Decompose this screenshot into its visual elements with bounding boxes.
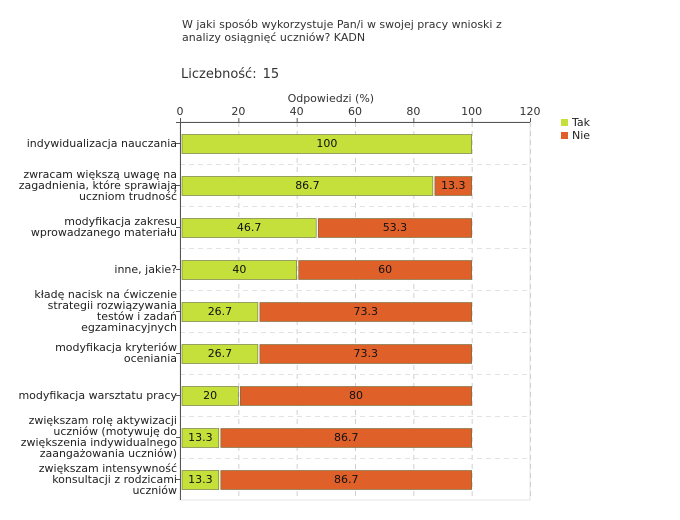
bar-tak-0 — [181, 134, 472, 154]
legend-item-tak: Tak — [561, 116, 590, 129]
data-label-tak-6: 20 — [203, 389, 217, 402]
tick-label-x-60: 60 — [348, 105, 362, 118]
category-label-3-line-0: inne, jakie? — [114, 263, 177, 276]
data-label-nie-6: 80 — [349, 389, 363, 402]
bar-nie-6 — [240, 386, 472, 406]
tick-label-x-80: 80 — [406, 105, 420, 118]
x-axis-title: Odpowiedzi (%) — [288, 92, 375, 105]
category-label-8-line-2: uczniów — [132, 484, 177, 497]
data-label-tak-7: 13.3 — [188, 431, 213, 444]
legend-swatch-tak — [561, 119, 568, 126]
chart-legend: Tak Nie — [561, 116, 590, 142]
category-label-4-line-3: egzaminacyjnych — [81, 321, 177, 334]
bar-nie-8 — [220, 470, 472, 490]
category-label-2: modyfikacja zakresu wprowadzanego materia… — [10, 216, 177, 238]
bar-tak-2 — [181, 218, 317, 238]
data-label-tak-8: 13.3 — [188, 473, 213, 486]
category-label-3: inne, jakie? — [10, 264, 177, 275]
category-label-4-line-1: strategii rozwiązywania — [47, 299, 177, 312]
chart-title-line-2: analizy osiągnięć uczniów? KADN — [182, 31, 366, 44]
data-label-tak-0: 100 — [316, 137, 337, 150]
legend-label-nie: Nie — [572, 129, 591, 142]
data-label-tak-1: 86.7 — [295, 179, 320, 192]
category-label-7-line-1: uczniów (motywuję do — [53, 425, 177, 438]
category-label-2-line-0: modyfikacja zakresu — [64, 215, 177, 228]
sample-size-value: 15 — [262, 67, 280, 82]
tick-label-x-40: 40 — [290, 105, 304, 118]
chart-title: W jaki sposób wykorzystuje Pan/i w swoje… — [182, 18, 562, 44]
category-label-5: modyfikacja kryteriów oceniania — [10, 342, 177, 364]
category-label-7-line-3: zaangażowania uczniów) — [39, 447, 177, 460]
category-label-1-line-0: zwracam większą uwagę na — [23, 168, 177, 181]
category-label-5-line-1: oceniania — [123, 352, 177, 365]
bar-nie-3 — [298, 260, 472, 280]
category-label-1: zwracam większą uwagę na zagadnienia, któ… — [10, 169, 177, 202]
tick-label-x-120: 120 — [520, 105, 541, 118]
bar-nie-5 — [259, 344, 472, 364]
data-label-tak-3: 40 — [232, 263, 246, 276]
category-label-8-line-1: konsultacji z rodzicami — [52, 473, 177, 486]
data-label-nie-4: 73.3 — [354, 305, 379, 318]
category-label-2-line-1: wprowadzanego materiału — [30, 226, 177, 239]
data-label-nie-5: 73.3 — [354, 347, 379, 360]
bar-tak-3 — [181, 260, 297, 280]
bar-nie-2 — [317, 218, 472, 238]
category-label-7: zwiększam rolę aktywizacji uczniów (motyw… — [10, 415, 177, 459]
sample-size-label: Liczebność: — [181, 67, 257, 82]
legend-label-tak: Tak — [572, 116, 591, 129]
bar-tak-8 — [181, 470, 220, 490]
category-label-8-line-0: zwiększam intensywność — [38, 462, 177, 475]
bar-nie-7 — [220, 428, 472, 448]
bar-tak-7 — [181, 428, 220, 448]
category-label-1-line-2: uczniom trudność — [78, 190, 177, 203]
category-label-1-line-1: zagadnienia, które sprawiają — [18, 179, 177, 192]
category-label-4: kładę nacisk na ćwiczenie strategii rozwi… — [10, 289, 177, 333]
tick-label-x-100: 100 — [461, 105, 482, 118]
data-label-nie-2: 53.3 — [383, 221, 408, 234]
category-label-6: modyfikacja warsztatu pracy — [10, 390, 177, 401]
data-label-tak-4: 26.7 — [208, 305, 233, 318]
bar-nie-4 — [259, 302, 472, 322]
data-label-tak-2: 46.7 — [237, 221, 262, 234]
tick-label-x-20: 20 — [231, 105, 245, 118]
data-label-nie-1: 13.3 — [441, 179, 466, 192]
category-label-4-line-0: kładę nacisk na ćwiczenie — [34, 288, 177, 301]
sample-size: Liczebność: 15 — [181, 67, 279, 82]
bar-tak-5 — [181, 344, 259, 364]
bar-tak-1 — [181, 176, 434, 196]
bar-tak-6 — [181, 386, 239, 406]
category-label-8: zwiększam intensywność konsultacji z rodz… — [10, 463, 177, 496]
legend-swatch-nie — [561, 132, 568, 139]
tick-label-x-0: 0 — [177, 105, 184, 118]
bar-tak-4 — [181, 302, 259, 322]
category-label-5-line-0: modyfikacja kryteriów — [55, 341, 177, 354]
category-label-6-line-0: modyfikacja warsztatu pracy — [18, 389, 177, 402]
category-label-0-line-0: indywidualizacja nauczania — [26, 137, 177, 150]
category-label-7-line-2: zwiększenia indywidualnego — [20, 436, 177, 449]
bar-nie-1 — [434, 176, 472, 196]
data-label-tak-5: 26.7 — [208, 347, 233, 360]
category-label-7-line-0: zwiększam rolę aktywizacji — [28, 414, 177, 427]
category-label-0: indywidualizacja nauczania — [10, 138, 177, 149]
category-label-4-line-2: testów i zadań — [96, 310, 177, 323]
data-label-nie-8: 86.7 — [334, 473, 359, 486]
data-label-nie-7: 86.7 — [334, 431, 359, 444]
legend-item-nie: Nie — [561, 129, 590, 142]
chart-title-line-1: W jaki sposób wykorzystuje Pan/i w swoje… — [182, 18, 502, 31]
data-label-nie-3: 60 — [378, 263, 392, 276]
